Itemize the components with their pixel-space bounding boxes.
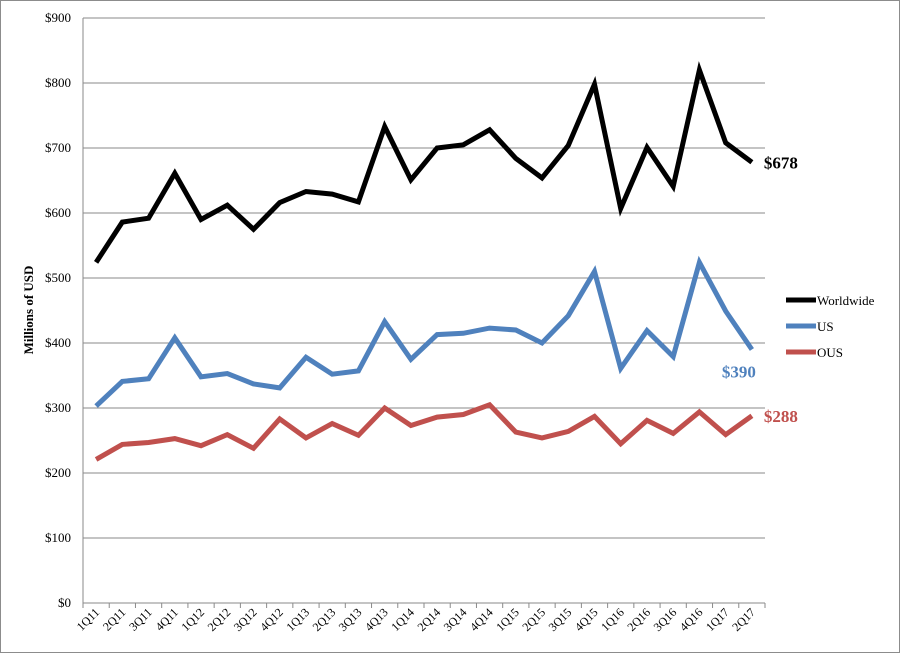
x-tick-label: 1Q12 [178,605,207,634]
x-tick-label: 2Q15 [519,605,548,634]
legend-label: US [817,319,834,334]
x-tick-label: 3Q14 [441,605,470,634]
x-tick-label: 2Q14 [414,605,443,634]
end-label-worldwide: $678 [764,153,798,172]
y-tick-label: $200 [45,465,71,480]
x-tick-label: 3Q13 [336,605,365,634]
legend-label: Worldwide [817,293,875,308]
x-tick-label: 4Q16 [677,605,706,634]
x-tick-label: 1Q16 [598,605,627,634]
x-tick-label: 4Q11 [152,605,180,633]
series-line-us [94,255,754,408]
x-tick-label: 1Q17 [703,605,732,634]
x-tick-label: 2Q11 [100,605,128,633]
x-tick-label: 2Q16 [624,605,653,634]
x-tick-label: 2Q12 [205,605,234,634]
y-tick-label: $700 [45,140,71,155]
end-label-us: $390 [722,363,756,382]
x-tick-label: 1Q11 [74,605,102,633]
legend-item-worldwide: Worldwide [786,293,875,308]
end-label-ous: $288 [764,407,798,426]
legend-item-us: US [786,319,834,334]
y-tick-label: $300 [45,400,71,415]
x-tick-label: 3Q16 [651,605,680,634]
series-line-ous [94,401,754,462]
x-tick-label: 2Q17 [729,605,758,634]
y-tick-label: $0 [58,595,71,610]
x-tick-label: 1Q15 [493,605,522,634]
y-tick-label: $800 [45,75,71,90]
legend-item-ous: OUS [786,345,843,360]
y-tick-label: $500 [45,270,71,285]
x-tick-label: 4Q15 [572,605,601,634]
x-tick-label: 3Q12 [231,605,260,634]
x-tick-label: 1Q13 [283,605,312,634]
y-tick-label: $100 [45,530,71,545]
x-tick-label: 1Q14 [388,605,417,634]
x-tick-label: 3Q11 [126,605,154,633]
y-tick-label: $400 [45,335,71,350]
x-tick-label: 2Q13 [310,605,339,634]
x-tick-label: 3Q15 [546,605,575,634]
x-tick-label: 4Q13 [362,605,391,634]
series-line-worldwide [94,61,754,264]
legend-label: OUS [817,345,843,360]
x-tick-label: 4Q12 [257,605,286,634]
y-axis-label: Millions of USD [21,266,36,355]
x-tick-label: 4Q14 [467,605,496,634]
y-tick-label: $600 [45,205,71,220]
y-tick-label: $900 [45,10,71,25]
